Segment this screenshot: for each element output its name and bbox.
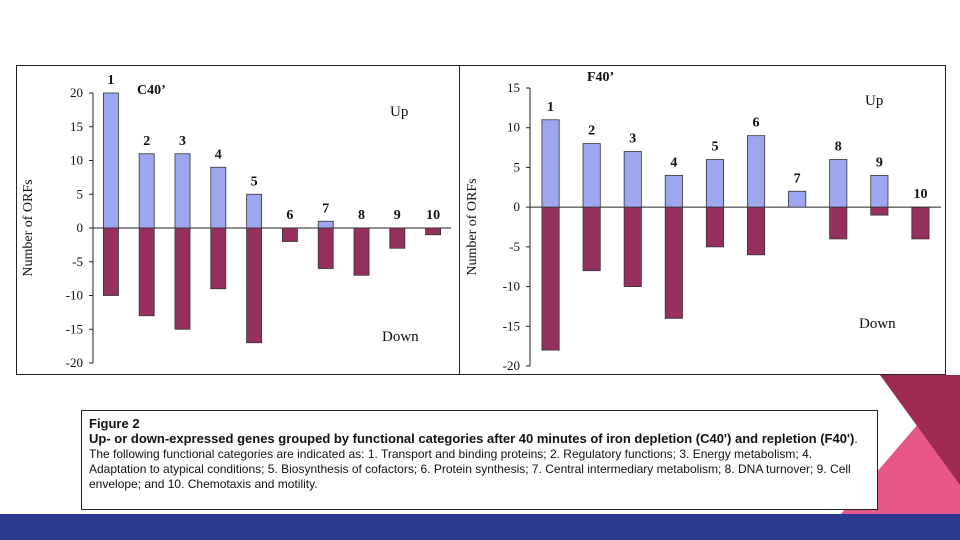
bar-up-cat-7 (317, 220, 334, 229)
y-tick-label: 10 (70, 153, 83, 168)
category-label-8: 8 (835, 139, 842, 154)
y-tick-label: -15 (66, 321, 83, 336)
y-tick-label: 10 (507, 120, 520, 135)
figure-label: Figure 2 (89, 416, 140, 431)
category-label-10: 10 (913, 187, 927, 202)
category-label-9: 9 (876, 155, 883, 170)
category-label-9: 9 (394, 208, 401, 223)
bar-up-cat-9 (870, 174, 889, 208)
bar-down-cat-8 (353, 227, 370, 276)
category-label-5: 5 (711, 139, 718, 154)
bar-down-cat-6 (281, 227, 298, 242)
y-tick-label: 0 (514, 199, 521, 214)
down-label: Down (859, 316, 896, 332)
bar-down-cat-1 (541, 206, 560, 351)
bar-down-cat-5 (246, 227, 263, 344)
up-label: Up (865, 93, 883, 109)
bar-up-cat-2 (582, 143, 601, 208)
category-label-6: 6 (753, 116, 760, 131)
y-tick-label: -20 (503, 358, 520, 373)
y-axis-title: Number of ORFs (465, 178, 480, 275)
panel-title: F40’ (587, 70, 614, 85)
bar-up-cat-1 (541, 119, 560, 208)
category-label-4: 4 (215, 147, 222, 162)
chart-panel-c40: 20 15 10 5 0 -5 -10 -15 -20 Number of ORFs C40’ Up D… (16, 65, 460, 375)
figure-title: Up- or down-expressed genes grouped by f… (89, 431, 855, 446)
y-tick-label: -5 (72, 254, 83, 269)
bar-down-cat-4 (210, 227, 227, 290)
category-label-6: 6 (286, 208, 293, 223)
bar-down-cat-10 (425, 227, 442, 236)
y-tick-label: 5 (77, 186, 84, 201)
category-label-2: 2 (143, 134, 150, 149)
y-tick-label: -10 (66, 288, 83, 303)
decorative-footer-bar (0, 514, 960, 540)
bar-down-cat-2 (138, 227, 155, 317)
bar-down-cat-9 (870, 206, 889, 216)
category-label-3: 3 (629, 132, 636, 147)
bar-up-cat-3 (623, 151, 642, 208)
bar-up-cat-3 (174, 153, 191, 229)
bar-down-cat-1 (102, 227, 119, 296)
bar-up-cat-4 (664, 174, 683, 208)
bar-down-cat-4 (664, 206, 683, 319)
bar-up-cat-7 (788, 190, 807, 208)
category-label-7: 7 (322, 201, 329, 216)
category-label-4: 4 (670, 155, 677, 170)
bar-up-cat-1 (102, 92, 119, 229)
bar-down-cat-5 (705, 206, 724, 248)
category-label-7: 7 (794, 171, 801, 186)
figure-body: . The following functional categories ar… (89, 432, 858, 491)
bar-up-cat-5 (246, 193, 263, 229)
bar-up-cat-4 (210, 166, 227, 229)
category-label-10: 10 (426, 208, 440, 223)
y-axis-title: Number of ORFs (21, 179, 36, 276)
y-tick-label: 5 (514, 159, 521, 174)
category-label-8: 8 (358, 208, 365, 223)
bar-down-cat-2 (582, 206, 601, 272)
bar-up-cat-6 (747, 135, 766, 208)
category-label-5: 5 (251, 174, 258, 189)
y-tick-label: -15 (503, 318, 520, 333)
panel-title: C40’ (137, 83, 166, 98)
bar-up-cat-8 (829, 159, 848, 208)
bar-down-cat-9 (389, 227, 406, 249)
bar-down-cat-7 (317, 227, 334, 269)
down-label: Down (382, 329, 419, 345)
bar-down-cat-6 (747, 206, 766, 256)
y-tick-label: 20 (70, 85, 83, 100)
bar-up-cat-2 (138, 153, 155, 229)
bar-up-cat-5 (705, 159, 724, 208)
y-tick-label: 15 (70, 119, 83, 134)
category-label-1: 1 (547, 100, 554, 115)
bar-down-cat-8 (829, 206, 848, 240)
y-tick-label: 0 (77, 220, 84, 235)
y-tick-label: -5 (509, 239, 520, 254)
bar-down-cat-3 (623, 206, 642, 287)
bar-down-cat-3 (174, 227, 191, 330)
up-label: Up (390, 104, 408, 120)
category-label-3: 3 (179, 134, 186, 149)
category-label-2: 2 (588, 124, 595, 139)
y-tick-label: 15 (507, 80, 520, 95)
y-tick-label: -20 (66, 355, 83, 370)
chart-panel-f40: 15 10 5 0 -5 -10 -15 -20 Number of ORFs F40’ Up Dow… (459, 65, 946, 375)
figure-caption: Figure 2 Up- or down-expressed genes gro… (81, 410, 878, 510)
bar-down-cat-10 (911, 206, 930, 240)
y-tick-label: -10 (503, 279, 520, 294)
category-label-1: 1 (107, 73, 114, 88)
